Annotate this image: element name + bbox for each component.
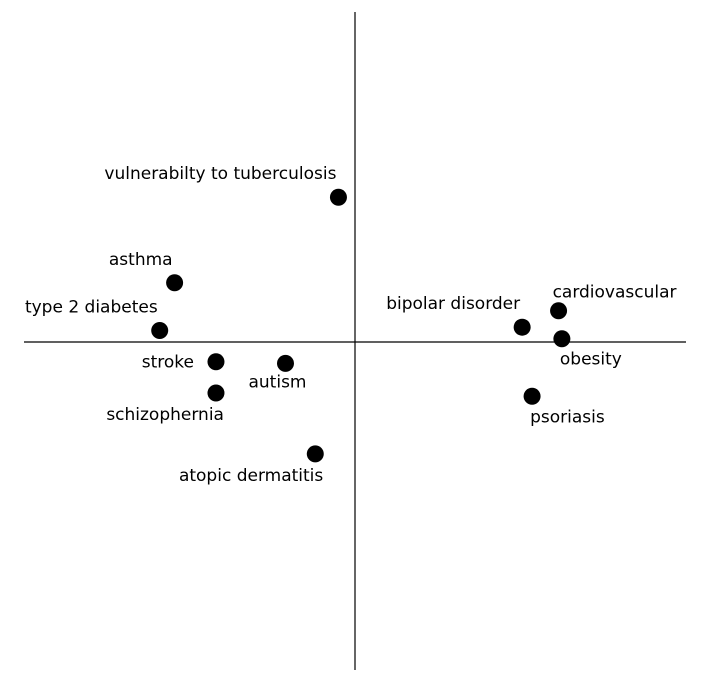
point-label: obesity	[560, 350, 622, 370]
point-label: type 2 diabetes	[25, 297, 158, 317]
data-point	[550, 302, 568, 320]
data-point	[151, 321, 169, 339]
point-labels: vulnerabilty to tuberculosis asthma type 2…	[25, 164, 677, 486]
axes	[24, 12, 686, 670]
point-label: vulnerabilty to tuberculosis	[104, 164, 336, 184]
data-point	[276, 354, 294, 372]
data-point	[166, 274, 184, 292]
point-label: autism	[248, 372, 306, 392]
data-point	[207, 353, 225, 371]
data-points	[151, 188, 571, 463]
point-label: atopic dermatitis	[179, 466, 323, 486]
point-label: psoriasis	[530, 407, 605, 427]
point-label: stroke	[142, 353, 194, 373]
data-point	[306, 445, 324, 463]
data-point	[523, 387, 541, 405]
point-label: bipolar disorder	[386, 294, 520, 314]
data-point	[329, 188, 347, 206]
point-label: asthma	[109, 250, 173, 270]
point-label: cardiovascular	[553, 283, 677, 303]
data-point	[207, 384, 225, 402]
point-label: schizophernia	[106, 405, 224, 425]
data-point	[553, 330, 571, 348]
data-point	[513, 318, 531, 336]
